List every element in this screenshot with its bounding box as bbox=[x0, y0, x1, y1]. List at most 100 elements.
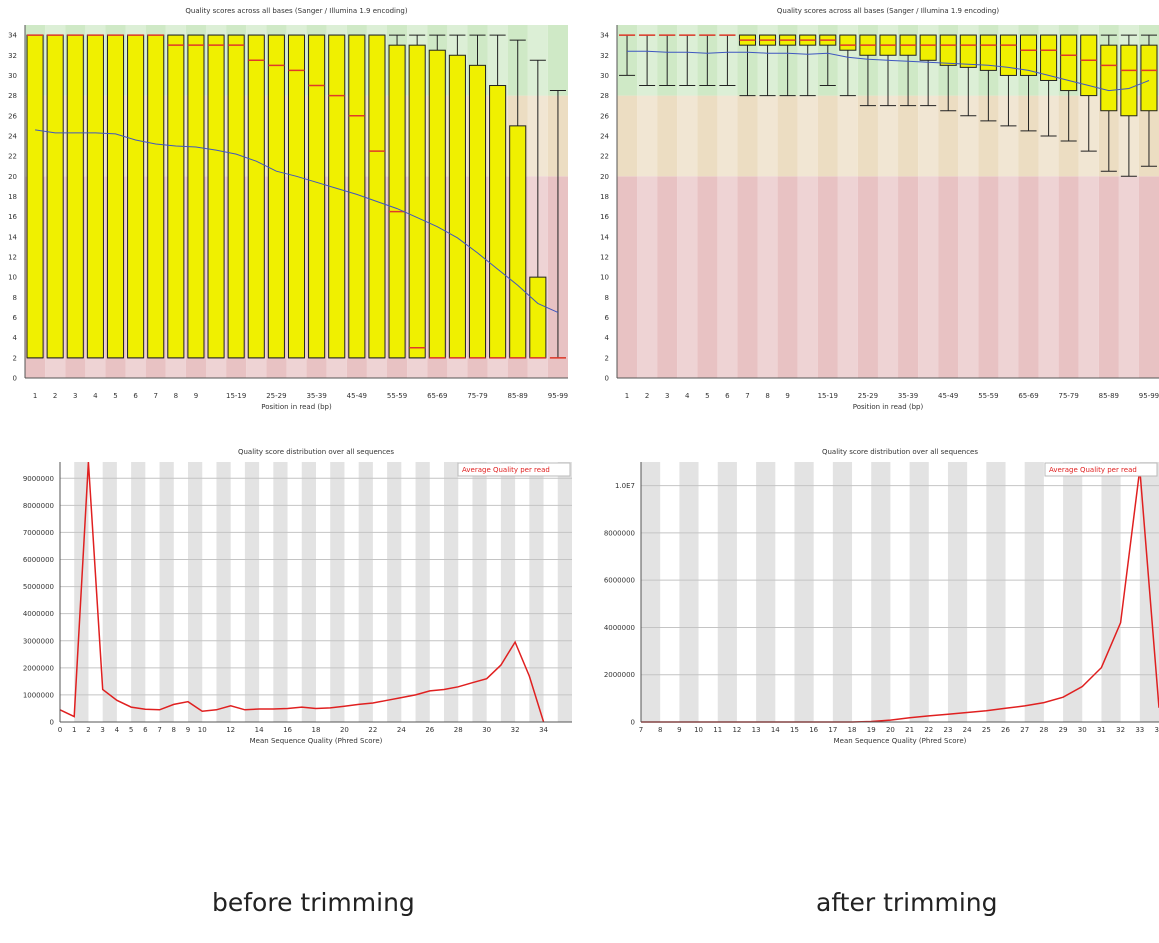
y-tick-label: 32 bbox=[600, 52, 609, 60]
box bbox=[1100, 44, 1118, 112]
x-tick-label: 2 bbox=[86, 726, 90, 734]
x-tick-label: 25 bbox=[982, 726, 991, 734]
x-tick-label: 32 bbox=[1116, 726, 1125, 734]
quality-zone-band bbox=[898, 95, 919, 177]
x-tick-label: 8 bbox=[172, 726, 176, 734]
quality-zone-band bbox=[507, 357, 528, 378]
quality-zone-band bbox=[407, 357, 428, 378]
quality-zone-band bbox=[467, 357, 488, 378]
quality-zone-band bbox=[697, 95, 718, 177]
grid-stripe bbox=[472, 462, 487, 722]
quality-zone-band bbox=[797, 176, 818, 378]
grid-stripe bbox=[756, 462, 776, 722]
x-tick-label: 14 bbox=[255, 726, 264, 734]
box bbox=[86, 34, 104, 359]
after-per-base-chart: Quality scores across all bases (Sanger … bbox=[581, 0, 1159, 425]
quality-zone-band bbox=[1078, 176, 1099, 378]
quality-zone-band bbox=[1138, 176, 1159, 378]
quality-zone-band bbox=[266, 357, 287, 378]
box bbox=[207, 34, 225, 359]
quality-zone-band bbox=[958, 176, 979, 378]
quality-zone-band bbox=[326, 357, 347, 378]
grid-stripe bbox=[301, 462, 316, 722]
y-tick-label: 34 bbox=[8, 32, 17, 40]
quality-zone-band bbox=[938, 176, 959, 378]
quality-zone-band bbox=[777, 95, 798, 177]
box bbox=[919, 34, 937, 61]
grid-stripe bbox=[415, 462, 430, 722]
x-tick-label: 7 bbox=[153, 392, 157, 400]
box bbox=[147, 34, 165, 359]
x-tick-label: 95-99 bbox=[548, 392, 568, 400]
x-tick-label: 55-59 bbox=[387, 392, 407, 400]
x-tick-label: 6 bbox=[133, 392, 138, 400]
quality-zone-band bbox=[427, 357, 448, 378]
chart-title: Quality scores across all bases (Sanger … bbox=[777, 7, 999, 15]
x-tick-label: 10 bbox=[694, 726, 703, 734]
quality-zone-band bbox=[857, 95, 878, 177]
grid-stripe bbox=[387, 462, 402, 722]
quality-zone-band bbox=[185, 357, 206, 378]
grid-stripe bbox=[131, 462, 146, 722]
quality-zone-band bbox=[105, 357, 126, 378]
x-tick-label: 75-79 bbox=[467, 392, 487, 400]
quality-zone-band bbox=[918, 95, 939, 177]
x-tick-label: 15 bbox=[790, 726, 799, 734]
box bbox=[448, 54, 466, 359]
y-tick-label: 28 bbox=[600, 92, 609, 100]
box bbox=[66, 34, 84, 359]
y-tick-label: 2 bbox=[605, 354, 609, 362]
x-tick-label: 4 bbox=[93, 392, 98, 400]
before-per-seq-chart: Quality score distribution over all sequ… bbox=[0, 440, 578, 775]
quality-zone-band bbox=[717, 95, 738, 177]
x-tick-label: 16 bbox=[283, 726, 292, 734]
box bbox=[287, 34, 306, 359]
y-tick-label: 20 bbox=[600, 173, 609, 181]
x-tick-label: 2 bbox=[645, 392, 649, 400]
quality-zone-band bbox=[637, 176, 658, 378]
grid-stripe bbox=[1024, 462, 1044, 722]
grid-stripe bbox=[641, 462, 661, 722]
legend-box bbox=[457, 462, 571, 477]
quality-zone-band bbox=[757, 95, 778, 177]
x-tick-label: 26 bbox=[1001, 726, 1010, 734]
box bbox=[428, 49, 446, 359]
x-tick-label: 31 bbox=[1097, 726, 1106, 734]
y-tick-label: 24 bbox=[8, 132, 17, 140]
x-axis-label: Position in read (bp) bbox=[853, 403, 924, 411]
grid-stripe bbox=[832, 462, 853, 722]
x-tick-label: 85-89 bbox=[508, 392, 528, 400]
x-tick-label: 5 bbox=[113, 392, 117, 400]
quality-zone-band bbox=[65, 357, 86, 378]
quality-zone-band bbox=[487, 357, 508, 378]
y-tick-label: 6 bbox=[605, 314, 610, 322]
quality-zone-band bbox=[246, 357, 267, 378]
grid-stripe bbox=[794, 462, 814, 722]
chart-title: Quality score distribution over all sequ… bbox=[822, 448, 978, 456]
quality-zone-band bbox=[1018, 95, 1039, 177]
y-tick-label: 32 bbox=[8, 52, 17, 60]
x-tick-label: 9 bbox=[785, 392, 789, 400]
x-tick-label: 35-39 bbox=[898, 392, 918, 400]
x-tick-label: 25-29 bbox=[266, 392, 286, 400]
quality-zone-band bbox=[226, 357, 247, 378]
quality-zone-band bbox=[877, 95, 899, 177]
x-tick-label: 30 bbox=[482, 726, 491, 734]
grid-stripe bbox=[986, 462, 1006, 722]
grid-stripe bbox=[330, 462, 345, 722]
y-tick-label: 4 bbox=[13, 334, 18, 342]
y-tick-label: 8000000 bbox=[23, 502, 54, 510]
x-tick-label: 0 bbox=[58, 726, 62, 734]
x-tick-label: 35-39 bbox=[306, 392, 326, 400]
grid-stripe bbox=[500, 462, 516, 722]
x-tick-label: 34 bbox=[539, 726, 548, 734]
y-tick-label: 14 bbox=[8, 233, 17, 241]
quality-zone-band bbox=[25, 357, 46, 378]
y-tick-label: 6 bbox=[13, 314, 18, 322]
x-tick-label: 15-19 bbox=[818, 392, 838, 400]
x-tick-label: 27 bbox=[1020, 726, 1029, 734]
quality-zone-band bbox=[45, 357, 66, 378]
x-tick-label: 1 bbox=[33, 392, 37, 400]
box bbox=[167, 34, 185, 359]
y-tick-label: 20 bbox=[8, 173, 17, 181]
